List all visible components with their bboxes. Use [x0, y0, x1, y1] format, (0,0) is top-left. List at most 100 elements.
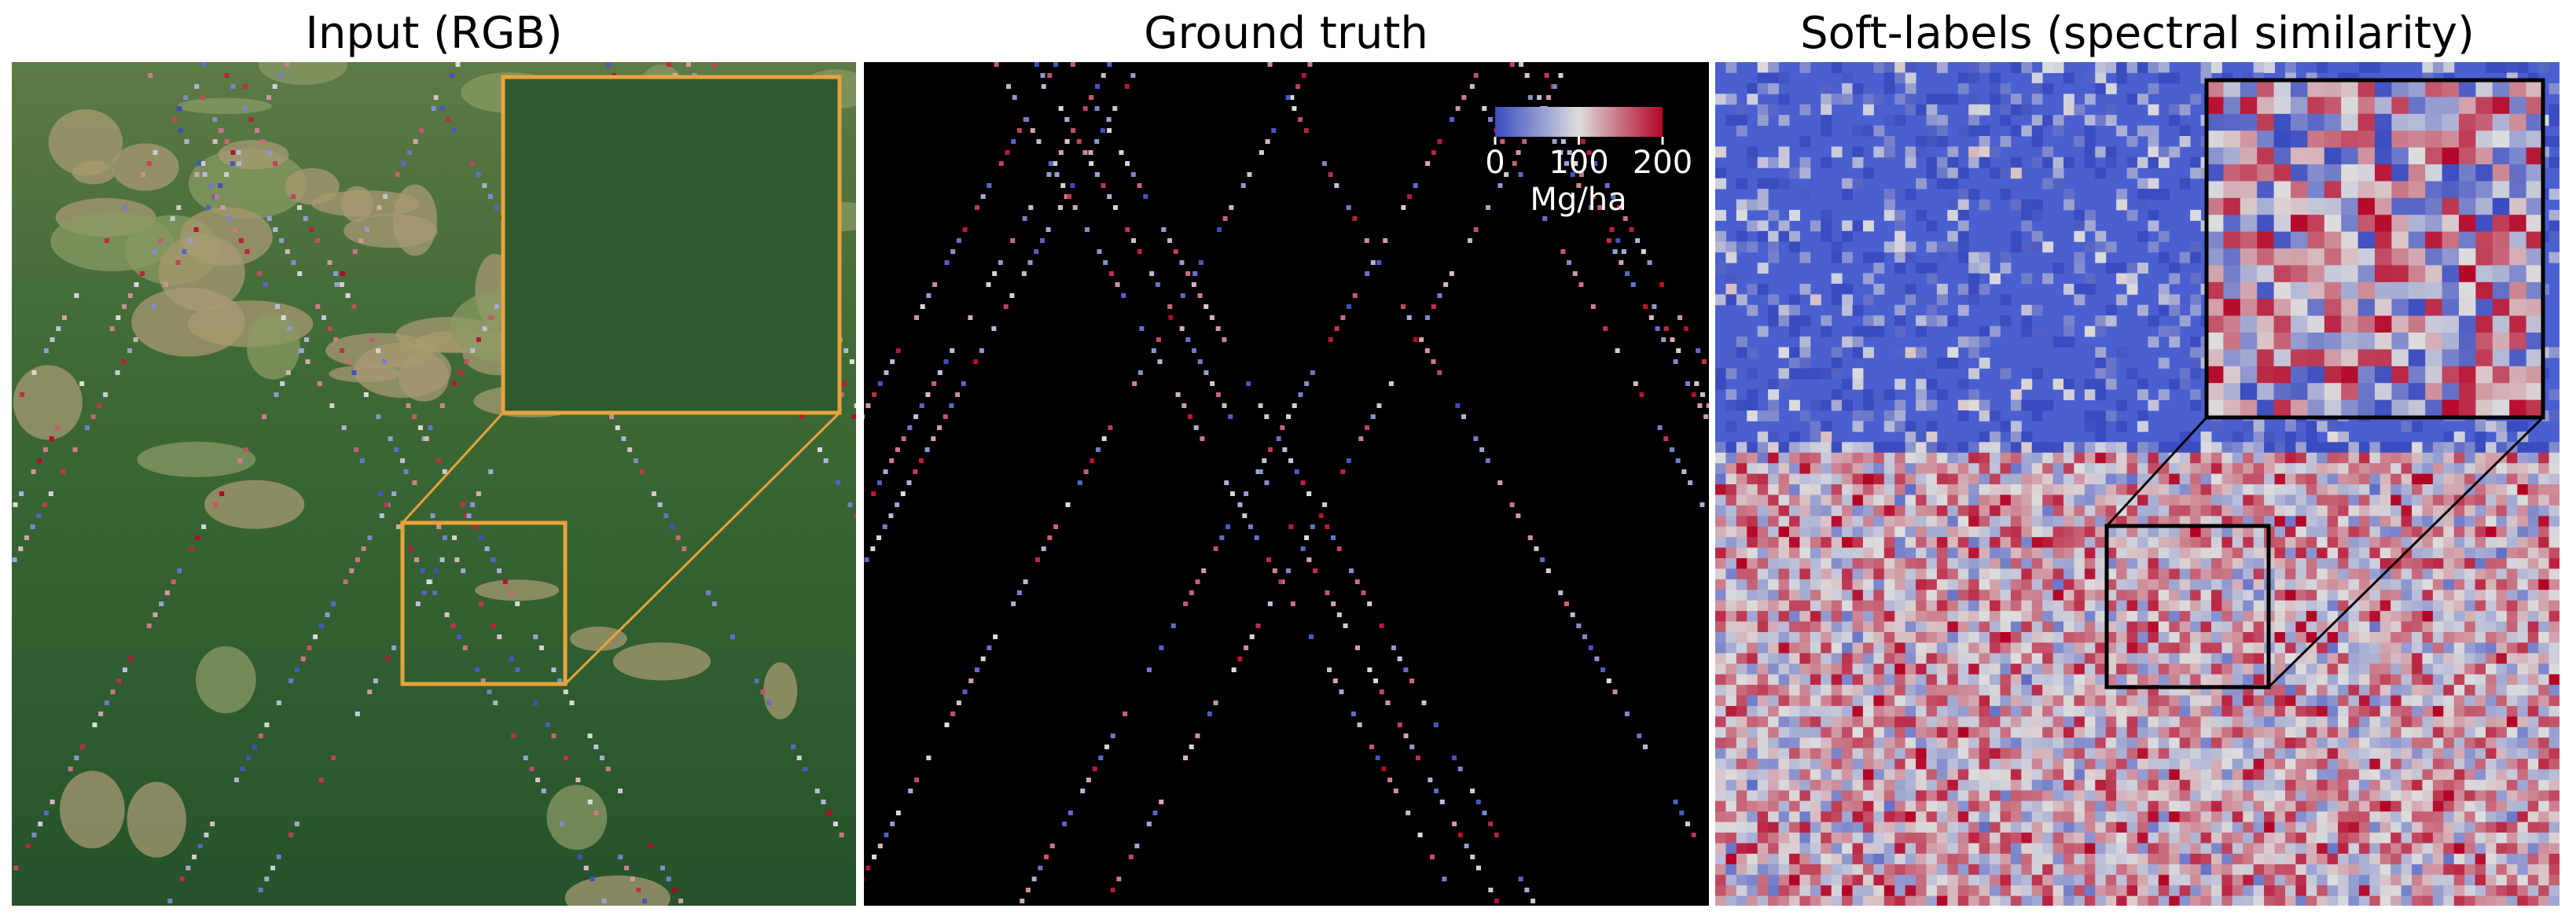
pixel — [2338, 621, 2349, 633]
pixel — [2453, 431, 2465, 443]
pixel — [1715, 230, 1726, 242]
pixel — [1916, 537, 1927, 549]
pixel — [1736, 726, 1747, 738]
pixel — [1821, 537, 1832, 549]
pixel — [2000, 263, 2012, 274]
pixel — [1788, 473, 1800, 485]
pixel — [2116, 748, 2128, 759]
pixel — [1747, 705, 1758, 717]
sample-dot — [1691, 833, 1696, 837]
pixel — [2042, 516, 2054, 528]
pixel — [1788, 505, 1800, 517]
pixel — [2443, 473, 2455, 485]
sample-dot — [994, 62, 999, 67]
sample-dot — [627, 447, 633, 452]
pixel — [2010, 463, 2022, 475]
sample-dot — [1685, 822, 1690, 826]
sample-dot — [670, 524, 675, 529]
pixel — [2464, 463, 2476, 475]
pixel — [2517, 631, 2529, 643]
sample-dot — [1185, 271, 1191, 276]
pixel — [2348, 695, 2360, 707]
pixel — [2358, 473, 2370, 485]
sample-dot — [329, 403, 335, 408]
sample-dot — [842, 381, 847, 386]
pixel — [2548, 252, 2559, 263]
pixel — [1905, 72, 1916, 84]
sample-dot — [376, 414, 381, 419]
pixel — [2548, 115, 2559, 127]
sample-dot — [1286, 414, 1292, 419]
pixel — [2179, 473, 2191, 485]
pixel — [1979, 263, 1990, 274]
pixel — [1821, 473, 1832, 485]
pixel — [1926, 241, 1938, 253]
pixel — [1821, 452, 1832, 464]
pixel — [1788, 347, 1800, 359]
sample-dot — [871, 491, 876, 496]
pixel — [2126, 442, 2138, 454]
pixel — [1788, 537, 1800, 549]
land-patch — [340, 186, 373, 222]
pixel — [1894, 410, 1906, 421]
pixel — [1831, 347, 1843, 359]
pixel — [2432, 631, 2444, 643]
pixel — [2432, 695, 2444, 707]
sample-dot — [1590, 304, 1596, 309]
pixel — [2148, 642, 2159, 654]
sample-dot — [452, 535, 458, 540]
pixel — [2074, 705, 2085, 717]
pixel — [1905, 146, 1916, 158]
pixel — [1799, 167, 1811, 179]
pixel — [2443, 685, 2455, 696]
pixel — [1957, 685, 1969, 696]
pixel — [2105, 495, 2117, 506]
pixel — [2095, 347, 2107, 359]
pixel — [1894, 220, 1906, 232]
sample-dot — [74, 756, 79, 760]
pixel — [1715, 263, 1726, 274]
sample-dot — [1031, 877, 1037, 881]
sample-dot — [949, 403, 954, 408]
pixel — [2453, 726, 2465, 738]
pixel — [1883, 484, 1895, 495]
pixel — [1947, 495, 1959, 506]
pixel — [1926, 378, 1938, 390]
pixel — [2517, 452, 2529, 464]
sample-dot — [1267, 601, 1273, 606]
pixel — [2084, 484, 2096, 495]
sample-dot — [1282, 447, 1288, 452]
sample-dot — [367, 535, 373, 540]
sample-dot — [255, 128, 260, 133]
sample-dot — [276, 701, 281, 705]
pixel — [2074, 263, 2085, 274]
pixel — [1926, 664, 1938, 675]
pixel — [2486, 505, 2497, 517]
sample-dot — [1428, 778, 1433, 782]
sample-dot — [1697, 403, 1703, 408]
pixel — [2464, 631, 2476, 643]
pixel — [2052, 526, 2064, 538]
sample-dot — [1330, 535, 1336, 540]
pixel — [1799, 505, 1811, 517]
pixel — [1778, 347, 1790, 359]
pixel — [2137, 600, 2148, 612]
pixel — [1852, 304, 1864, 316]
pixel — [2137, 189, 2148, 200]
pixel — [1862, 759, 1874, 770]
ground-truth-image — [864, 62, 1709, 906]
pixel — [2010, 399, 2022, 411]
pixel — [2369, 537, 2381, 549]
pixel — [1873, 737, 1885, 749]
pixel — [2042, 611, 2054, 623]
pixel — [1715, 568, 1726, 580]
pixel — [2422, 484, 2434, 495]
pixel — [2538, 557, 2550, 569]
sample-dot — [1409, 678, 1415, 683]
sample-dot — [318, 623, 324, 628]
pixel — [1990, 568, 2001, 580]
pixel — [2116, 484, 2128, 495]
pixel — [2327, 495, 2339, 506]
sample-dot — [931, 436, 936, 441]
sample-dot — [333, 271, 339, 276]
